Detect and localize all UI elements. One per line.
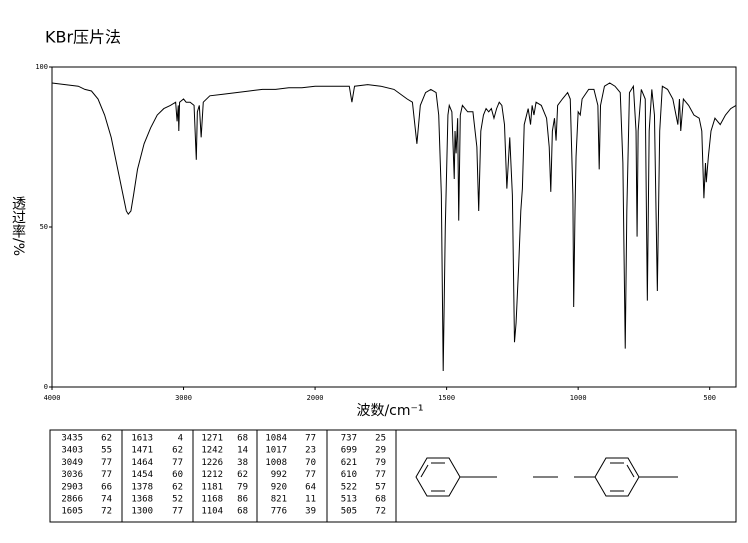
- peak-transmittance: 11: [305, 495, 316, 505]
- peak-wavenumber: 1226: [201, 458, 223, 468]
- peak-transmittance: 68: [237, 434, 248, 444]
- peak-wavenumber: 1613: [131, 434, 153, 444]
- peak-transmittance: 66: [101, 482, 112, 492]
- x-tick-label: 1500: [438, 394, 455, 402]
- peak-wavenumber: 1084: [265, 434, 287, 444]
- peak-transmittance: 62: [101, 434, 112, 444]
- peak-transmittance: 77: [172, 507, 183, 517]
- peak-wavenumber: 992: [271, 470, 287, 480]
- peak-wavenumber: 1271: [201, 434, 223, 444]
- peak-transmittance: 62: [237, 470, 248, 480]
- peak-wavenumber: 1378: [131, 482, 153, 492]
- peak-wavenumber: 3435: [61, 434, 83, 444]
- peak-transmittance: 79: [237, 482, 248, 492]
- peak-transmittance: 23: [305, 446, 316, 456]
- x-tick-label: 4000: [44, 394, 61, 402]
- peak-transmittance: 55: [101, 446, 112, 456]
- peak-wavenumber: 821: [271, 495, 287, 505]
- peak-wavenumber: 513: [341, 495, 357, 505]
- peak-transmittance: 74: [101, 495, 112, 505]
- peak-wavenumber: 1605: [61, 507, 83, 517]
- peak-wavenumber: 1471: [131, 446, 153, 456]
- peak-transmittance: 86: [237, 495, 248, 505]
- peak-wavenumber: 610: [341, 470, 357, 480]
- y-axis-label: 透过率/%: [10, 196, 26, 256]
- x-tick-label: 3000: [175, 394, 192, 402]
- peak-wavenumber: 776: [271, 507, 287, 517]
- peak-transmittance: 79: [375, 458, 386, 468]
- structure: [415, 457, 678, 497]
- peak-transmittance: 72: [375, 507, 386, 517]
- x-axis-label: 波数/cm⁻¹: [356, 403, 423, 419]
- x-tick-label: 500: [703, 394, 716, 402]
- peak-transmittance: 57: [375, 482, 386, 492]
- y-tick-label: 0: [44, 383, 48, 391]
- peak-wavenumber: 1017: [265, 446, 287, 456]
- peak-wavenumber: 1300: [131, 507, 153, 517]
- peak-wavenumber: 1212: [201, 470, 223, 480]
- peak-transmittance: 77: [305, 470, 316, 480]
- spectrum-line: [51, 82, 737, 372]
- y-tick-label: 100: [35, 63, 48, 71]
- peak-wavenumber: 3036: [61, 470, 83, 480]
- table-frame: [49, 429, 737, 523]
- peak-transmittance: 77: [101, 470, 112, 480]
- peak-transmittance: 62: [172, 446, 183, 456]
- peak-wavenumber: 1464: [131, 458, 153, 468]
- peak-wavenumber: 3049: [61, 458, 83, 468]
- peak-wavenumber: 3403: [61, 446, 83, 456]
- peak-wavenumber: 1008: [265, 458, 287, 468]
- peak-wavenumber: 1168: [201, 495, 223, 505]
- peak-transmittance: 68: [375, 495, 386, 505]
- peak-wavenumber: 1104: [201, 507, 223, 517]
- peak-wavenumber: 920: [271, 482, 287, 492]
- peak-transmittance: 72: [101, 507, 112, 517]
- peak-transmittance: 68: [237, 507, 248, 517]
- chart-title: KBr压片法: [45, 28, 121, 47]
- x-tick-label: 2000: [307, 394, 324, 402]
- peak-wavenumber: 737: [341, 434, 357, 444]
- peak-transmittance: 14: [237, 446, 248, 456]
- peak-transmittance: 39: [305, 507, 316, 517]
- peak-transmittance: 25: [375, 434, 386, 444]
- plot-frame: [51, 66, 737, 388]
- peak-wavenumber: 1242: [201, 446, 223, 456]
- peak-transmittance: 70: [305, 458, 316, 468]
- x-tick-label: 1000: [570, 394, 587, 402]
- peak-wavenumber: 522: [341, 482, 357, 492]
- peak-transmittance: 64: [305, 482, 316, 492]
- y-tick-label: 50: [40, 223, 48, 231]
- peak-wavenumber: 621: [341, 458, 357, 468]
- peak-wavenumber: 2866: [61, 495, 83, 505]
- peak-wavenumber: 699: [341, 446, 357, 456]
- peak-wavenumber: 1454: [131, 470, 153, 480]
- peak-transmittance: 77: [172, 458, 183, 468]
- peak-transmittance: 77: [305, 434, 316, 444]
- peak-wavenumber: 1181: [201, 482, 223, 492]
- peak-wavenumber: 1368: [131, 495, 153, 505]
- peak-wavenumber: 2903: [61, 482, 83, 492]
- table-dividers: [121, 430, 397, 522]
- peak-transmittance: 38: [237, 458, 248, 468]
- peak-transmittance: 60: [172, 470, 183, 480]
- peak-transmittance: 4: [178, 434, 183, 444]
- peak-transmittance: 62: [172, 482, 183, 492]
- peak-transmittance: 77: [101, 458, 112, 468]
- peak-wavenumber: 505: [341, 507, 357, 517]
- peak-transmittance: 29: [375, 446, 386, 456]
- peak-transmittance: 52: [172, 495, 183, 505]
- peak-transmittance: 77: [375, 470, 386, 480]
